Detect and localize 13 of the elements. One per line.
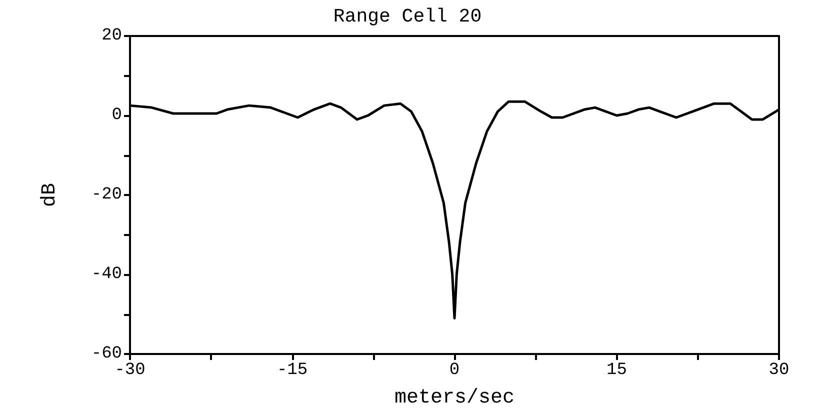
x-axis-title: meters/sec xyxy=(394,386,515,410)
x-tick-label: 0 xyxy=(449,361,460,380)
x-tick-label: 30 xyxy=(768,361,790,380)
y-tick-label: -40 xyxy=(91,265,122,284)
y-tick-label: -20 xyxy=(91,186,122,204)
x-tick-label: 15 xyxy=(606,361,627,380)
y-tick-label: -60 xyxy=(91,344,122,364)
x-tick-label: -15 xyxy=(276,361,308,380)
y-tick-label: 0 xyxy=(112,106,122,125)
y-axis-title: dB xyxy=(38,182,62,208)
x-tick-label: -30 xyxy=(114,361,146,380)
chart-title: Range Cell 20 xyxy=(333,6,482,28)
y-tick-label: 20 xyxy=(102,26,122,46)
